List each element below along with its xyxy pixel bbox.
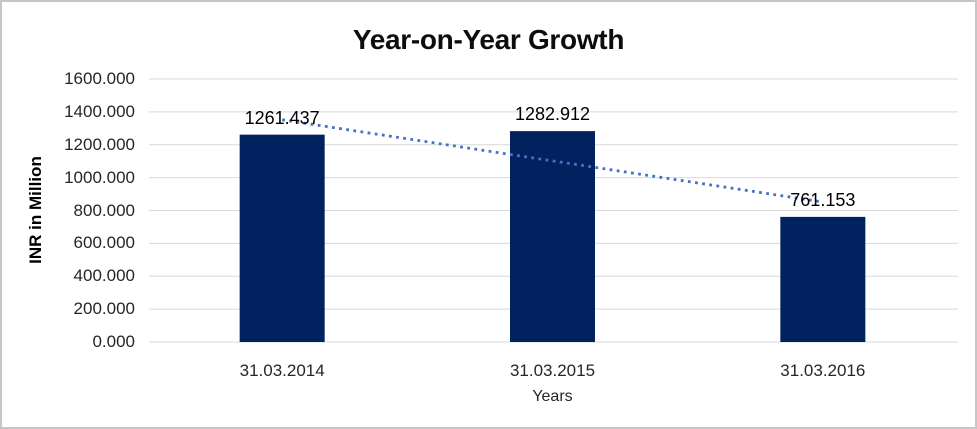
bar-value-label: 1261.437 (244, 107, 320, 128)
y-axis-tick-label: 200.000 (73, 299, 135, 319)
y-axis-tick-label: 800.000 (73, 200, 135, 220)
bar (239, 134, 325, 342)
y-axis-tick-label: 1600.000 (64, 69, 135, 88)
y-axis-tick-label: 1400.000 (64, 101, 135, 121)
chart-title: Year-on-Year Growth (352, 24, 625, 55)
y-axis-tick-label: 600.000 (73, 233, 135, 253)
bar-value-label: 761.153 (790, 189, 856, 210)
x-axis-tick-label: 31.03.2014 (239, 361, 325, 380)
bar-value-label: 1282.912 (514, 104, 591, 125)
x-axis-tick-label: 31.03.2016 (780, 361, 866, 380)
y-axis-tick-label: 0.000 (92, 332, 135, 351)
trendline (281, 118, 824, 204)
x-axis-tick-label: 31.03.2015 (509, 361, 596, 380)
bar (780, 216, 866, 342)
y-axis-tick-label: 1200.000 (64, 134, 135, 154)
x-axis-title: Years (532, 388, 573, 405)
y-axis-tick-label: 400.000 (73, 266, 135, 286)
y-axis-tick-label: 1000.000 (64, 167, 135, 187)
bar (510, 131, 595, 342)
